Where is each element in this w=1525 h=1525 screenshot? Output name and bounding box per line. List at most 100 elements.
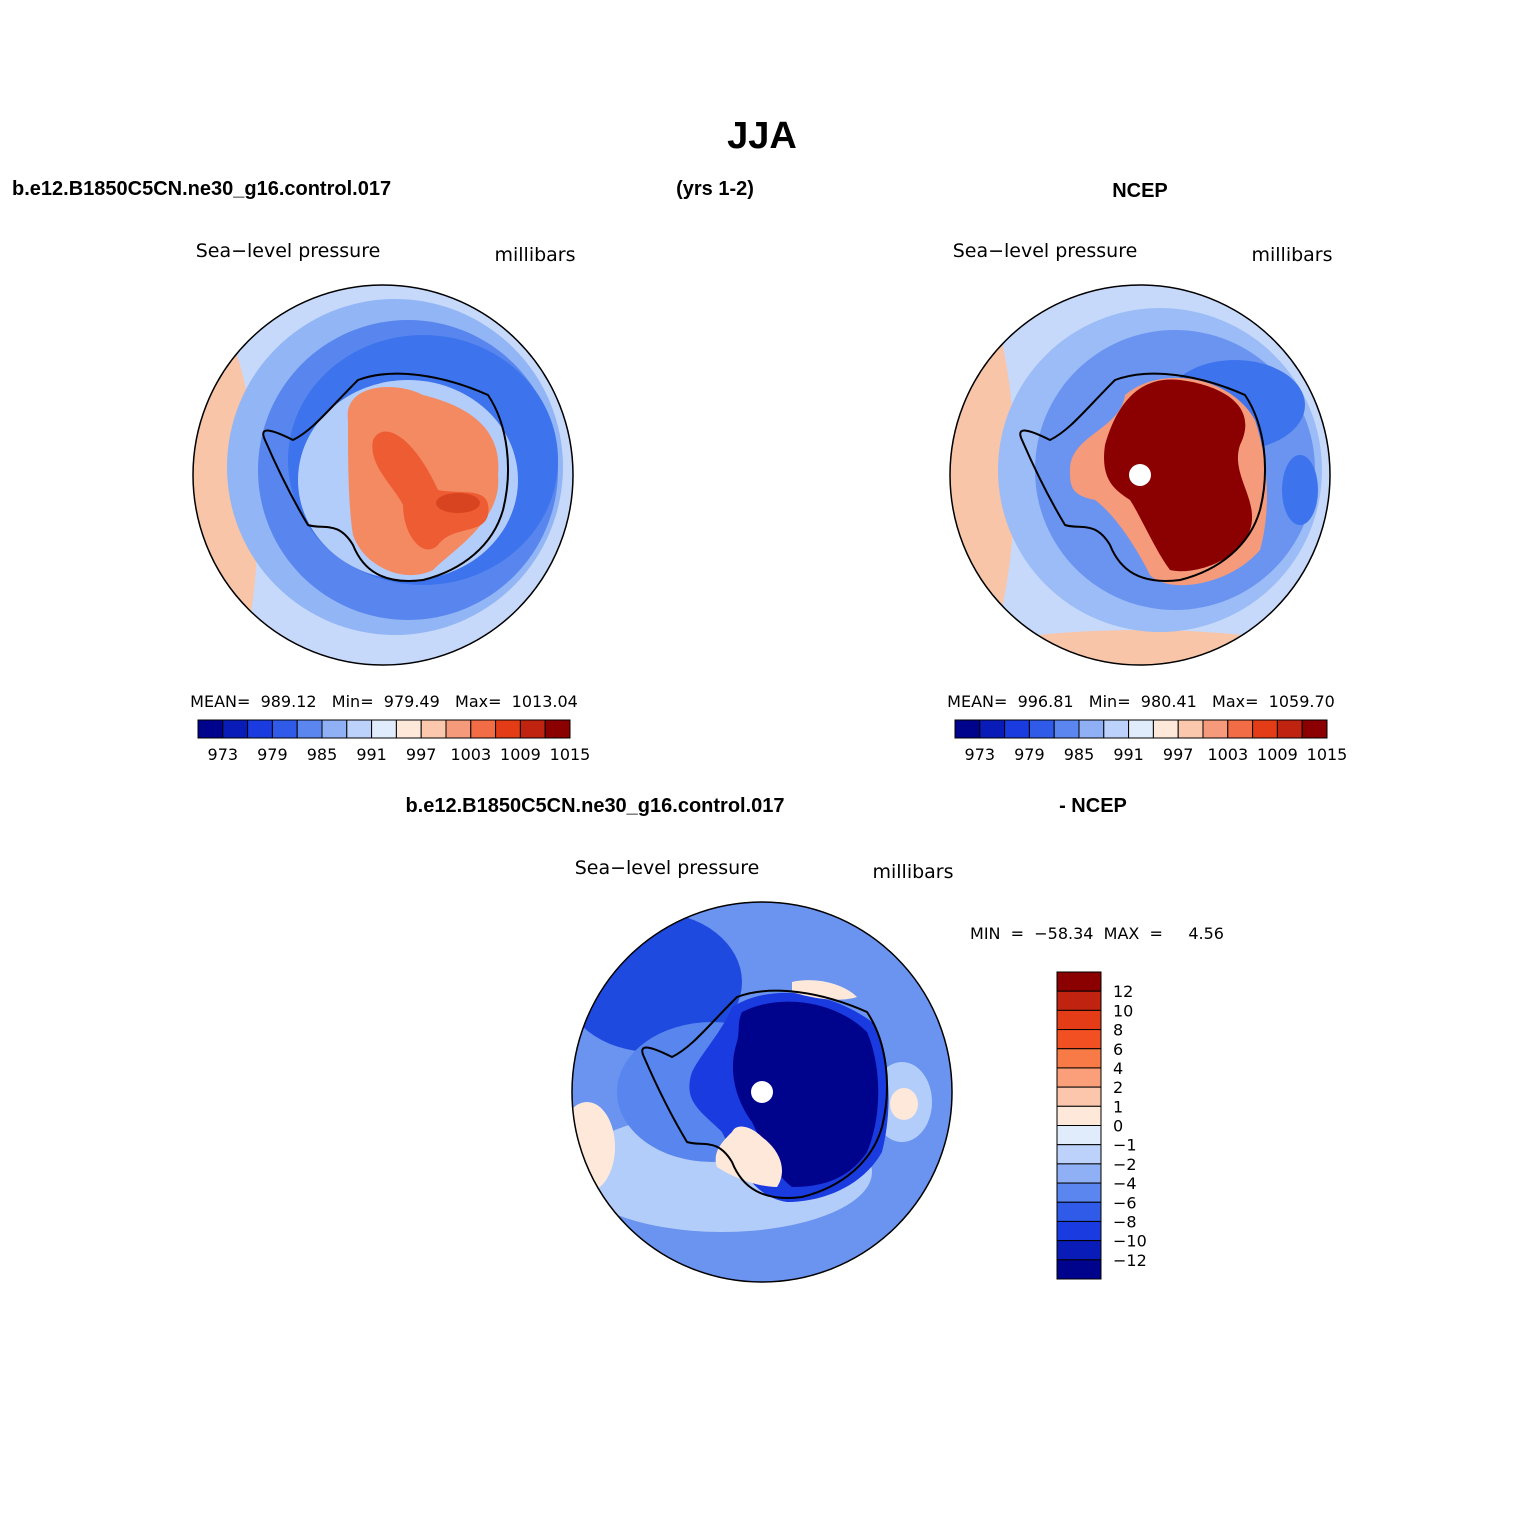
case-name-label: b.e12.B1850C5CN.ne30_g16.control.017 bbox=[12, 178, 391, 200]
antarctica-coastline bbox=[1019, 372, 1266, 582]
colorbar-tick-label: 8 bbox=[1113, 1021, 1123, 1040]
field-land-core bbox=[372, 431, 489, 550]
colorbar-tick-label: 2 bbox=[1113, 1078, 1123, 1097]
colorbar-swatch bbox=[1177, 719, 1204, 739]
colorbar-swatch bbox=[321, 719, 348, 739]
colorbar-tick-label: 979 bbox=[1014, 745, 1045, 764]
antarctica-coastline bbox=[641, 989, 888, 1199]
panel-model-map-border bbox=[192, 284, 574, 666]
colorbar-swatch bbox=[979, 719, 1006, 739]
colorbar-swatch bbox=[1056, 1048, 1102, 1069]
panel-model-stats: MEAN= 989.12 Min= 979.49 Max= 1013.04 bbox=[190, 692, 578, 711]
colorbar-swatch bbox=[371, 719, 397, 739]
colorbar-tick-label: −2 bbox=[1113, 1155, 1137, 1174]
colorbar-tick-label: 1003 bbox=[450, 745, 491, 764]
colorbar-swatch bbox=[247, 719, 273, 739]
colorbar-tick-label: 1009 bbox=[500, 745, 541, 764]
colorbar-swatch bbox=[197, 719, 224, 739]
colorbar-swatch bbox=[395, 719, 422, 739]
colorbar-swatch bbox=[495, 719, 521, 739]
colorbar-swatch bbox=[1056, 1201, 1102, 1222]
colorbar-swatch bbox=[1056, 971, 1102, 992]
panel-diff-map-border bbox=[571, 901, 953, 1283]
panel-diff-stats: MIN = −58.34 MAX = 4.56 bbox=[970, 924, 1224, 943]
colorbar-swatch bbox=[519, 719, 546, 739]
panel-diff-variable-label: Sea−level pressure bbox=[575, 857, 760, 879]
colorbar-swatch bbox=[445, 719, 472, 739]
antarctica-coastline bbox=[262, 372, 509, 582]
diff-case-name-label: b.e12.B1850C5CN.ne30_g16.control.017 bbox=[405, 795, 784, 817]
colorbar-tick-label: 985 bbox=[307, 745, 338, 764]
panel-obs-map bbox=[950, 285, 1330, 665]
panel-obs-colorbar: 973 979 985 991 997 1003 1009 1015 bbox=[954, 719, 1348, 764]
colorbar-swatch bbox=[1056, 1009, 1102, 1031]
colorbar-swatch bbox=[346, 719, 373, 739]
colorbar-swatch bbox=[1078, 719, 1105, 739]
colorbar-swatch bbox=[1056, 1220, 1102, 1242]
season-title: JJA bbox=[727, 115, 797, 157]
pole-missing-data bbox=[751, 1081, 773, 1103]
diff-suffix-label: - NCEP bbox=[1059, 795, 1127, 817]
panel-obs-units-label: millibars bbox=[1251, 244, 1332, 266]
panel-diff: Sea−level pressure millibars MIN = −58.3… bbox=[571, 857, 1224, 1283]
colorbar-tick-label: 997 bbox=[406, 745, 437, 764]
colorbar-swatch bbox=[1276, 719, 1303, 739]
colorbar-swatch bbox=[1103, 719, 1130, 739]
colorbar-tick-label: 0 bbox=[1113, 1117, 1123, 1136]
obs-name-label: NCEP bbox=[1112, 180, 1168, 202]
field-warm-ring bbox=[950, 285, 1015, 665]
colorbar-swatch bbox=[1056, 990, 1102, 1011]
colorbar-swatch bbox=[1056, 1067, 1102, 1088]
pole-missing-data bbox=[1129, 464, 1151, 486]
colorbar-tick-label: −8 bbox=[1113, 1212, 1137, 1231]
colorbar-swatch bbox=[1053, 719, 1080, 739]
colorbar-tick-label: −4 bbox=[1113, 1174, 1137, 1193]
colorbar-swatch bbox=[1028, 719, 1055, 739]
colorbar-swatch bbox=[544, 719, 571, 739]
colorbar-swatch bbox=[1056, 1086, 1102, 1107]
colorbar-tick-label: 12 bbox=[1113, 982, 1133, 1001]
colorbar-swatch bbox=[1128, 719, 1154, 739]
colorbar-tick-label: 997 bbox=[1163, 745, 1194, 764]
field-ocean-c2 bbox=[1282, 455, 1318, 525]
colorbar-tick-label: 10 bbox=[1113, 1001, 1133, 1020]
colorbar-tick-label: 1015 bbox=[1307, 745, 1348, 764]
field-land bbox=[732, 1001, 879, 1187]
panel-model-units-label: millibars bbox=[494, 244, 575, 266]
colorbar-tick-label: 991 bbox=[356, 745, 387, 764]
field-warm-patch-north bbox=[792, 980, 857, 1000]
panel-diff-units-label: millibars bbox=[872, 861, 953, 883]
colorbar-swatch bbox=[470, 719, 497, 739]
colorbar-swatch bbox=[1056, 1105, 1102, 1126]
colorbar-swatch bbox=[1056, 1182, 1102, 1203]
colorbar-swatch bbox=[1004, 719, 1030, 739]
colorbar-tick-label: 1015 bbox=[550, 745, 591, 764]
colorbar-tick-label: 4 bbox=[1113, 1059, 1123, 1078]
colorbar-tick-label: 985 bbox=[1064, 745, 1095, 764]
colorbar-swatch bbox=[1056, 1029, 1102, 1050]
years-label: (yrs 1-2) bbox=[676, 178, 754, 200]
colorbar-tick-label: 1009 bbox=[1257, 745, 1298, 764]
field-warm-patch-peninsula bbox=[715, 1126, 782, 1187]
colorbar-swatch bbox=[222, 719, 249, 739]
colorbar-swatch bbox=[1202, 719, 1229, 739]
field-land bbox=[1104, 379, 1253, 572]
panel-model-variable-label: Sea−level pressure bbox=[196, 240, 381, 262]
colorbar-swatch bbox=[1252, 719, 1278, 739]
colorbar-tick-label: −12 bbox=[1113, 1251, 1147, 1270]
panel-obs: Sea−level pressure millibars MEAN= 996.8… bbox=[947, 240, 1348, 764]
colorbar-swatch bbox=[1056, 1163, 1102, 1184]
colorbar-tick-label: 6 bbox=[1113, 1040, 1123, 1059]
panel-obs-map-border bbox=[949, 284, 1331, 666]
colorbar-tick-label: −10 bbox=[1113, 1232, 1147, 1251]
colorbar-swatch bbox=[296, 719, 323, 739]
colorbar-tick-label: 973 bbox=[965, 745, 996, 764]
colorbar-tick-label: 1003 bbox=[1207, 745, 1248, 764]
colorbar-tick-label: 991 bbox=[1113, 745, 1144, 764]
colorbar-swatch bbox=[1301, 719, 1328, 739]
colorbar-swatch bbox=[1056, 1240, 1102, 1261]
panel-model: Sea−level pressure millibars MEAN= 989.1… bbox=[190, 240, 591, 764]
panel-model-map bbox=[193, 285, 573, 665]
